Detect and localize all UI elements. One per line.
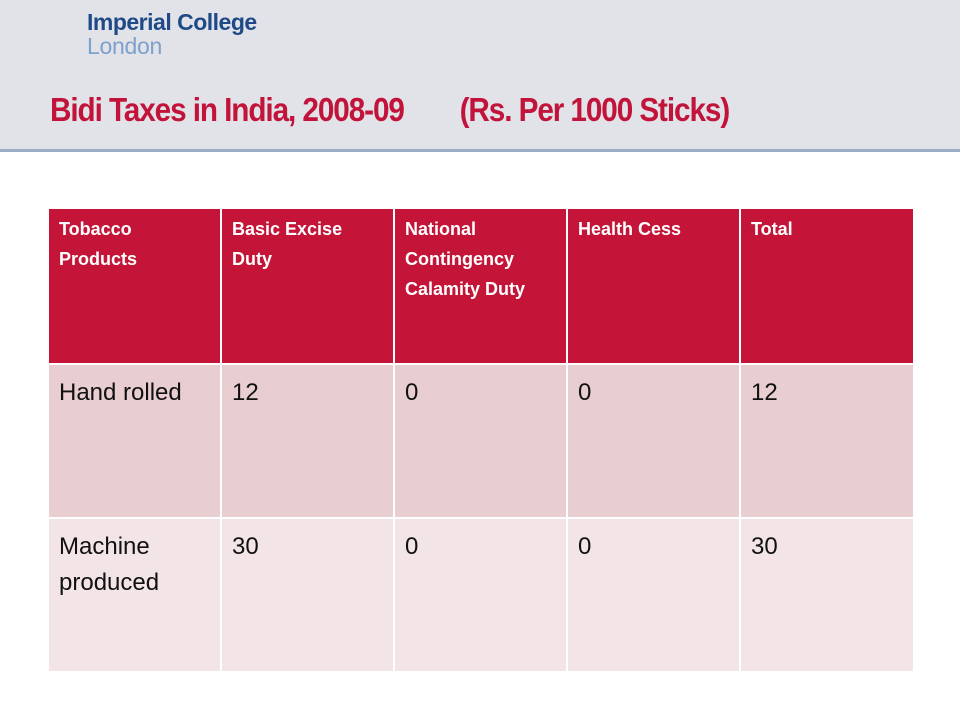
cell-product: Machine produced: [47, 517, 222, 673]
header-basic-excise-duty: Basic Excise Duty: [220, 207, 395, 365]
logo-line-1: Imperial College: [87, 9, 257, 35]
cell-total: 12: [739, 363, 915, 519]
table-row-hand-rolled: Hand rolled 12 0 0 12: [47, 363, 915, 519]
slide-title-main: Bidi Taxes in India, 2008-09: [50, 91, 405, 128]
header-band: Imperial College London Bidi Taxes in In…: [0, 0, 960, 152]
cell-product: Hand rolled: [47, 363, 222, 519]
header-national-contingency-calamity-duty: National Contingency Calamity Duty: [393, 207, 568, 365]
table-header-row: Tobacco Products Basic Excise Duty Natio…: [47, 207, 915, 365]
cell-health-cess: 0: [566, 363, 741, 519]
slide-title-unit: (Rs. Per 1000 Sticks): [459, 91, 731, 128]
table-row-machine-produced: Machine produced 30 0 0 30: [47, 517, 915, 673]
cell-basic-excise-duty: 12: [220, 363, 395, 519]
slide-title: Bidi Taxes in India, 2008-09 (Rs. Per 100…: [50, 88, 731, 132]
bidi-tax-table: Tobacco Products Basic Excise Duty Natio…: [47, 207, 915, 673]
header-tobacco-products: Tobacco Products: [47, 207, 222, 365]
cell-nccd: 0: [393, 517, 568, 673]
cell-nccd: 0: [393, 363, 568, 519]
cell-basic-excise-duty: 30: [220, 517, 395, 673]
header-health-cess: Health Cess: [566, 207, 741, 365]
imperial-college-logo: Imperial College London: [87, 9, 307, 59]
cell-health-cess: 0: [566, 517, 741, 673]
header-total: Total: [739, 207, 915, 365]
cell-total: 30: [739, 517, 915, 673]
logo-line-2: London: [87, 33, 162, 59]
